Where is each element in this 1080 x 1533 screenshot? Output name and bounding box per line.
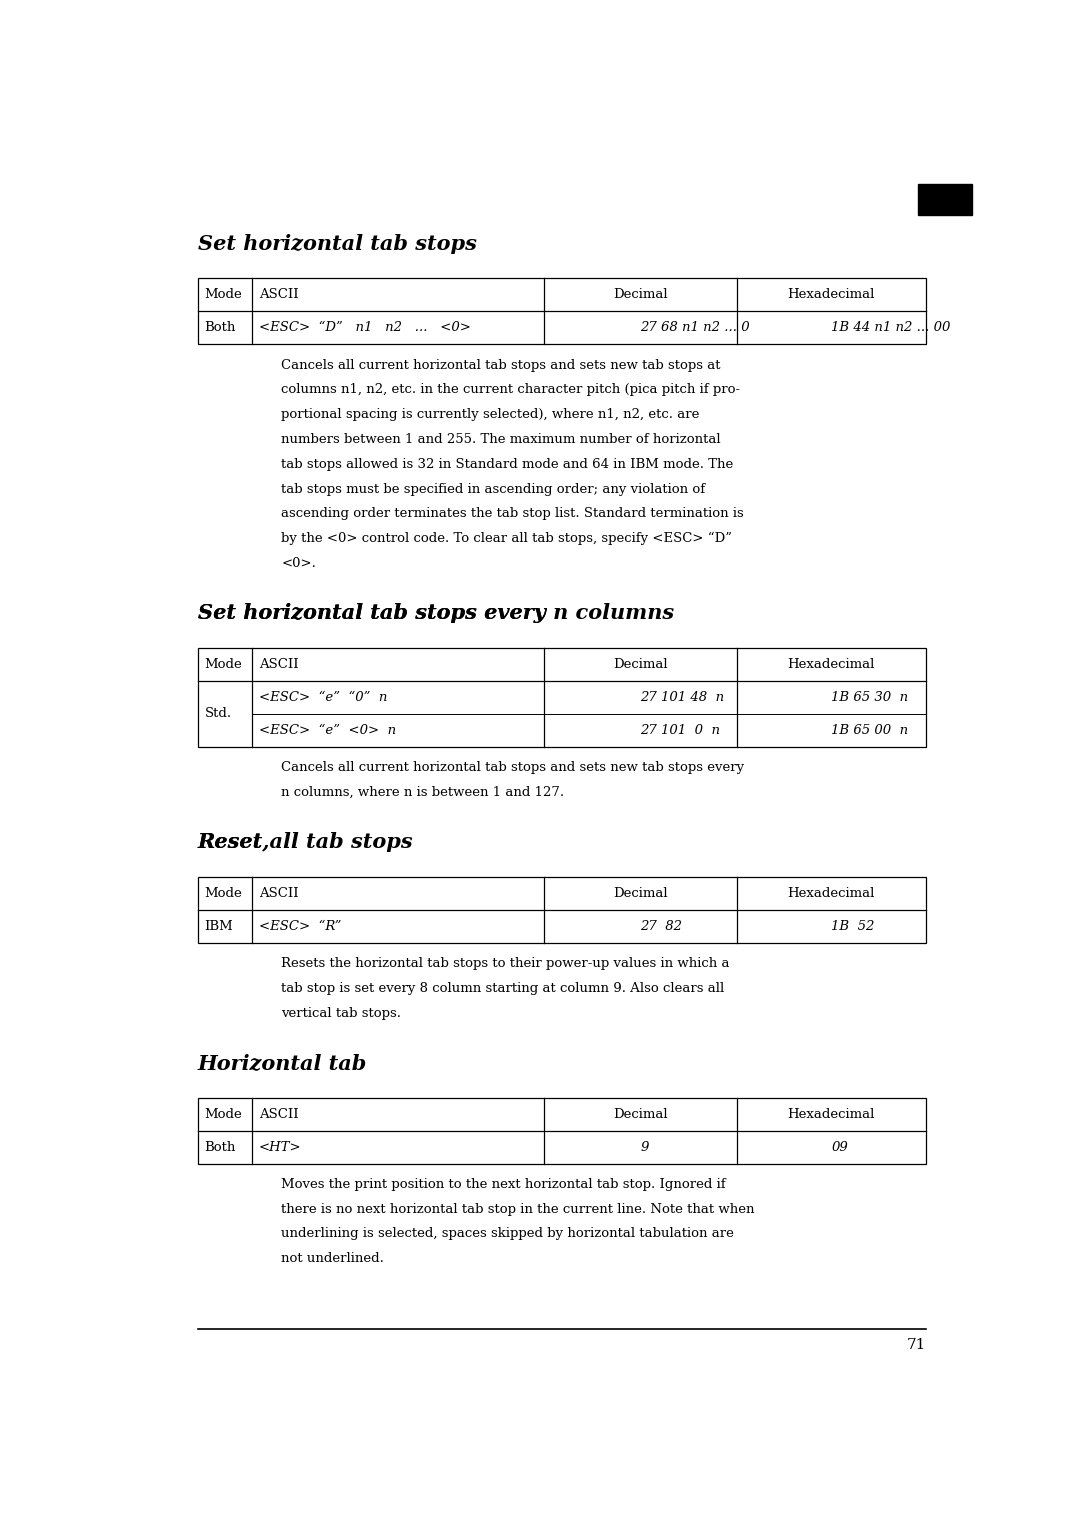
Text: ASCII: ASCII: [259, 658, 299, 671]
Text: not underlined.: not underlined.: [282, 1252, 384, 1265]
Text: 1B 65 30  n: 1B 65 30 n: [832, 691, 908, 704]
Text: Cancels all current horizontal tab stops and sets new tab stops every: Cancels all current horizontal tab stops…: [282, 762, 744, 774]
Text: Hexadecimal: Hexadecimal: [787, 888, 875, 900]
Text: tab stops must be specified in ascending order; any violation of: tab stops must be specified in ascending…: [282, 483, 705, 495]
Text: Resets the horizontal tab stops to their power-up values in which a: Resets the horizontal tab stops to their…: [282, 957, 730, 970]
Text: IBM: IBM: [204, 920, 233, 934]
Text: 27 101  0  n: 27 101 0 n: [640, 724, 720, 737]
Text: Mode: Mode: [204, 288, 242, 302]
Text: Both: Both: [204, 1141, 235, 1154]
Text: 1B 65 00  n: 1B 65 00 n: [832, 724, 908, 737]
Text: Set horizontal tab stops every: Set horizontal tab stops every: [198, 602, 553, 622]
Text: Set horizontal tab stops every n columns: Set horizontal tab stops every n columns: [198, 602, 674, 622]
Text: Decimal: Decimal: [612, 658, 667, 671]
Text: 1B  52: 1B 52: [832, 920, 875, 934]
Text: 71: 71: [906, 1338, 926, 1352]
Text: Mode: Mode: [204, 888, 242, 900]
Text: <ESC>  “e”  <0>  n: <ESC> “e” <0> n: [259, 724, 396, 737]
Text: 9: 9: [640, 1141, 648, 1154]
Text: <HT>: <HT>: [259, 1141, 301, 1154]
Text: Reset: Reset: [198, 832, 264, 852]
Text: ASCII: ASCII: [259, 288, 299, 302]
Text: by the <0> control code. To clear all tab stops, specify <ESC> “D”: by the <0> control code. To clear all ta…: [282, 532, 732, 546]
Bar: [198, 877, 926, 943]
Text: Decimal: Decimal: [612, 1108, 667, 1121]
Text: columns n1, n2, etc. in the current character pitch (pica pitch if pro-: columns n1, n2, etc. in the current char…: [282, 383, 741, 397]
Bar: [198, 648, 926, 747]
Text: underlining is selected, spaces skipped by horizontal tabulation are: underlining is selected, spaces skipped …: [282, 1228, 734, 1240]
Text: Both: Both: [204, 322, 235, 334]
Text: numbers between 1 and 255. The maximum number of horizontal: numbers between 1 and 255. The maximum n…: [282, 432, 721, 446]
Text: Hexadecimal: Hexadecimal: [787, 658, 875, 671]
Text: Cancels all current horizontal tab stops and sets new tab stops at: Cancels all current horizontal tab stops…: [282, 359, 721, 371]
Bar: [198, 1098, 926, 1164]
Text: Mode: Mode: [204, 1108, 242, 1121]
Text: Hexadecimal: Hexadecimal: [787, 288, 875, 302]
Text: Decimal: Decimal: [612, 288, 667, 302]
Text: n columns, where n is between 1 and 127.: n columns, where n is between 1 and 127.: [282, 786, 565, 799]
Text: ASCII: ASCII: [259, 1108, 299, 1121]
Text: Set horizontal tab stops: Set horizontal tab stops: [198, 233, 476, 253]
Bar: [198, 279, 926, 345]
Text: Std.: Std.: [204, 707, 231, 721]
Text: <ESC>  “D”   n1   n2   ...   <0>: <ESC> “D” n1 n2 ... <0>: [259, 322, 471, 334]
Text: <0>.: <0>.: [282, 556, 316, 570]
Text: 09: 09: [832, 1141, 848, 1154]
Text: 1B 44 n1 n2 ... 00: 1B 44 n1 n2 ... 00: [832, 322, 950, 334]
Text: 27 101 48  n: 27 101 48 n: [640, 691, 725, 704]
Text: Decimal: Decimal: [612, 888, 667, 900]
Text: Hexadecimal: Hexadecimal: [787, 1108, 875, 1121]
Text: portional spacing is currently selected), where n1, n2, etc. are: portional spacing is currently selected)…: [282, 408, 700, 422]
Text: vertical tab stops.: vertical tab stops.: [282, 1007, 402, 1019]
Text: ASCII: ASCII: [259, 888, 299, 900]
Text: <ESC>  “R”: <ESC> “R”: [259, 920, 341, 934]
Text: Horizontal tab: Horizontal tab: [198, 1053, 367, 1073]
Text: 27  82: 27 82: [640, 920, 683, 934]
Text: <ESC>  “e”  “0”  n: <ESC> “e” “0” n: [259, 691, 388, 704]
Text: Moves the print position to the next horizontal tab stop. Ignored if: Moves the print position to the next hor…: [282, 1177, 726, 1191]
Text: 27 68 n1 n2 ... 0: 27 68 n1 n2 ... 0: [640, 322, 750, 334]
Text: tab stops allowed is 32 in Standard mode and 64 in IBM mode. The: tab stops allowed is 32 in Standard mode…: [282, 458, 733, 471]
Text: ascending order terminates the tab stop list. Standard termination is: ascending order terminates the tab stop …: [282, 507, 744, 520]
Bar: [918, 184, 972, 215]
Text: there is no next horizontal tab stop in the current line. Note that when: there is no next horizontal tab stop in …: [282, 1203, 755, 1216]
Text: Mode: Mode: [204, 658, 242, 671]
Text: Reset,all tab stops: Reset,all tab stops: [198, 832, 414, 852]
Text: tab stop is set every 8 column starting at column 9. Also clears all: tab stop is set every 8 column starting …: [282, 983, 725, 995]
